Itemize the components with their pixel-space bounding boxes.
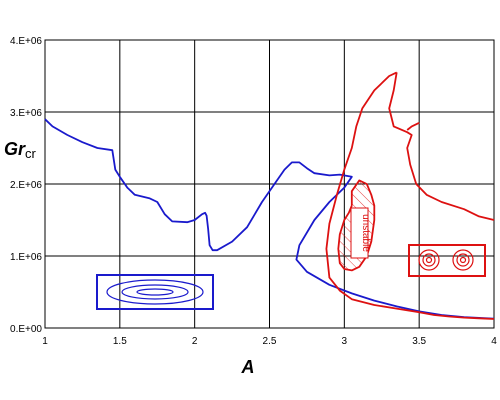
series-line-4	[406, 121, 420, 131]
y-tick-label: 3.E+06	[10, 108, 42, 119]
x-tick-label: 1.5	[113, 336, 127, 347]
y-axis-label: Grcr	[4, 139, 37, 161]
plot-frame	[44, 39, 495, 329]
unstable-label: unstable	[360, 214, 371, 252]
x-tick-label: 4	[491, 336, 497, 347]
x-tick-label: 2.5	[263, 336, 277, 347]
y-tick-label: 1.E+06	[10, 252, 42, 263]
series-line-2	[325, 71, 495, 320]
series-line-1	[44, 118, 495, 320]
x-tick-label: 3.5	[412, 336, 426, 347]
red-double-cell-inset	[408, 244, 486, 277]
unstable-label-box: unstable	[350, 207, 371, 259]
chart-grid	[44, 39, 495, 329]
blue-cell-pattern-inset	[96, 274, 214, 310]
x-tick-label: 1	[42, 336, 48, 347]
y-tick-label: 4.E+06	[10, 36, 42, 47]
x-tick-label: 3	[342, 336, 348, 347]
x-tick-label: 2	[192, 336, 198, 347]
x-axis-label: A	[241, 357, 255, 377]
y-tick-label: 0.E+00	[10, 324, 42, 335]
series-line-3	[388, 72, 495, 221]
axis-ticks: 0.E+00 1.E+06 2.E+06 3.E+06 4.E+06 1 1.5 2 2.5 3 3…	[10, 36, 497, 347]
y-tick-label: 2.E+06	[10, 180, 42, 191]
